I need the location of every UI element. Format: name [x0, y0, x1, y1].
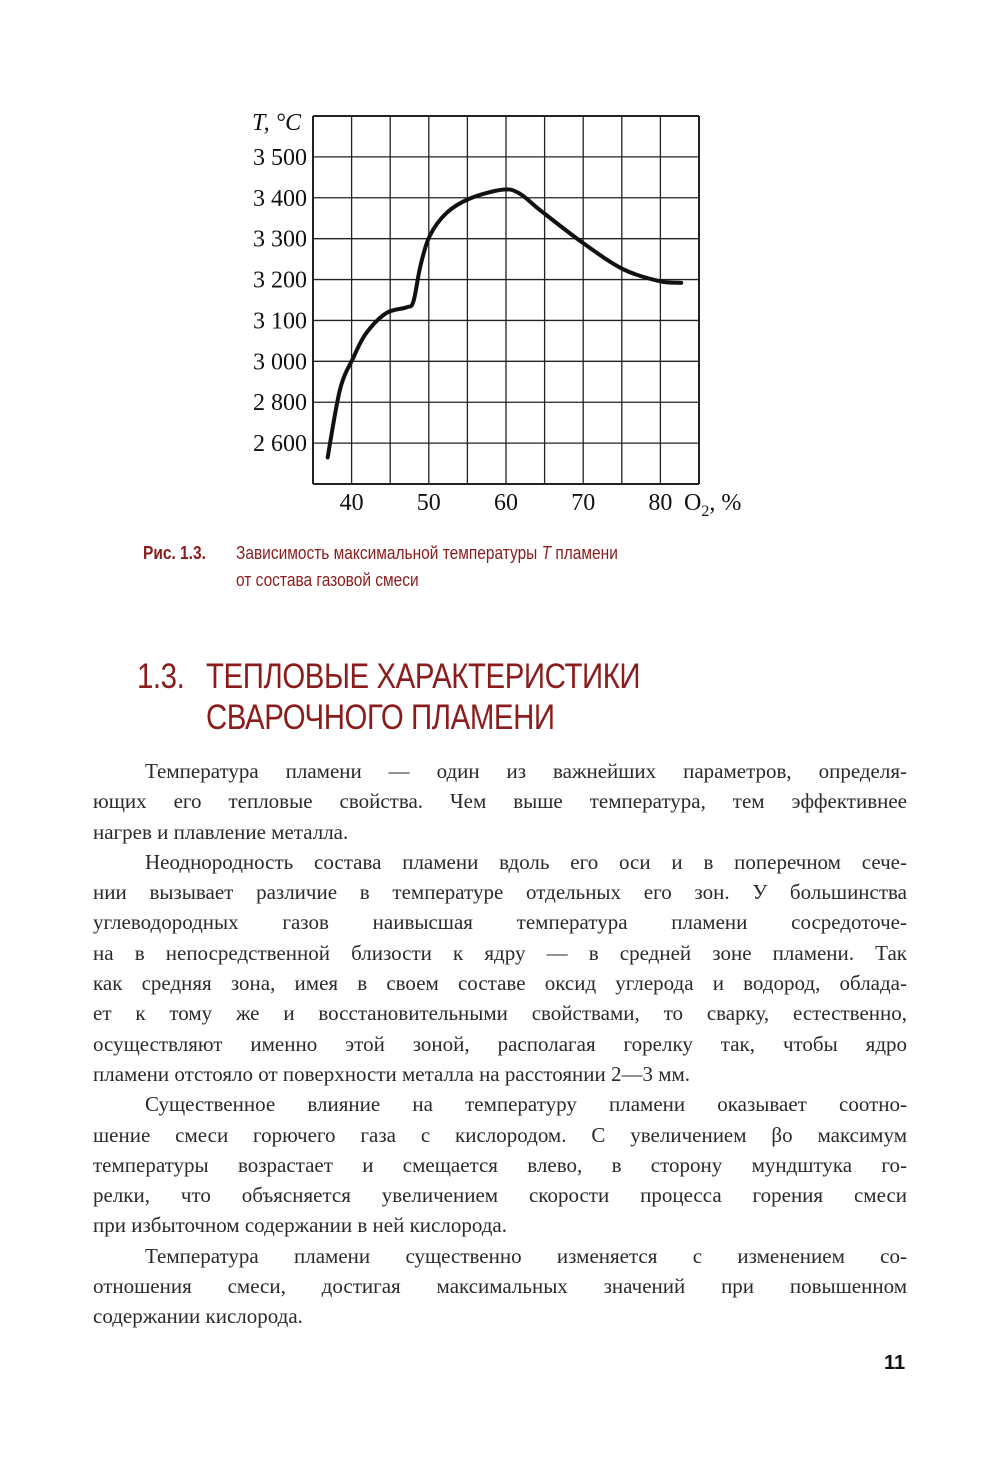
caption-text: пламени	[551, 543, 618, 563]
figure-label: Рис. 1.3.	[143, 543, 206, 563]
y-tick-label: 3 000	[253, 349, 307, 375]
y-tick-label: 3 400	[253, 186, 307, 212]
page-number: 11	[884, 1352, 906, 1374]
body-line: ющих его тепловые свойства. Чем выше тем…	[93, 789, 907, 814]
body-line: ет к тому же и восстановительными свойст…	[93, 1001, 907, 1026]
figure-caption-line-1: Зависимость максимальной температуры T п…	[236, 543, 618, 564]
x-axis-label: O2, %	[684, 490, 741, 520]
body-line: углеводородных газов наивысшая температу…	[93, 910, 907, 935]
section-title-line-1: ТЕПЛОВЫЕ ХАРАКТЕРИСТИКИ	[206, 657, 641, 696]
body-line: Существенное влияние на температуру плам…	[145, 1092, 907, 1117]
y-tick-label: 3 500	[253, 145, 307, 171]
x-tick-label: 70	[571, 490, 595, 516]
x-tick-label: 60	[494, 490, 518, 516]
body-line: пламени отстояло от поверхности металла …	[93, 1061, 691, 1086]
body-line: Неоднородность состава пламени вдоль его…	[145, 849, 907, 874]
section-title-line-2: СВАРОЧНОГО ПЛАМЕНИ	[206, 698, 555, 737]
body-line: на в непосредственной близости к ядру — …	[93, 940, 907, 965]
y-tick-label: 2 800	[253, 390, 307, 416]
body-line: Температура пламени существенно изменяет…	[145, 1243, 907, 1268]
y-tick-label: 3 300	[253, 227, 307, 253]
y-tick-labels: 3 500 3 400 3 300 3 200 3 100 3 000 2 800 2 600	[253, 145, 307, 457]
x-tick-label: 80	[648, 490, 672, 516]
caption-text: Зависимость максимальной температуры	[236, 543, 542, 563]
series-line	[325, 187, 684, 460]
body-line: содержании кислорода.	[93, 1304, 303, 1329]
figure-caption: Рис. 1.3.	[143, 543, 206, 564]
body-line: шение смеси горючего газа с кислородом. …	[93, 1122, 907, 1147]
section-number: 1.3.	[137, 657, 185, 696]
y-axis-label: T, °C	[252, 110, 302, 136]
y-tick-label: 2 600	[253, 431, 307, 457]
x-tick-label: 40	[340, 490, 364, 516]
body-line: нагрев и плавление металла.	[93, 819, 349, 844]
temperature-chart: 3 500 3 400 3 300 3 200 3 100 3 000 2 800 2 600…	[252, 110, 741, 520]
figure-caption-line-2: от состава газовой смеси	[236, 570, 419, 590]
body-line: нии вызывает различие в температуре отде…	[93, 880, 907, 905]
y-tick-label: 3 200	[253, 268, 307, 294]
chart-grid	[312, 115, 700, 485]
body-line: как средняя зона, имея в своем составе о…	[93, 971, 907, 996]
body-line: осуществляют именно этой зоной, располаг…	[93, 1031, 907, 1056]
body-line: при избыточном содержании в ней кислород…	[93, 1213, 507, 1238]
body-line: отношения смеси, достигая максимальных з…	[93, 1274, 907, 1299]
body-text: Температура пламени — один из важнейших …	[93, 756, 907, 1332]
x-tick-labels: 40 50 60 70 80	[340, 490, 673, 516]
x-tick-label: 50	[417, 490, 441, 516]
body-line: температуры возрастает и смещается влево…	[93, 1152, 907, 1177]
body-line: релки, что объясняется увеличением скоро…	[93, 1183, 907, 1208]
y-tick-label: 3 100	[253, 308, 307, 334]
caption-variable: T	[541, 543, 552, 563]
body-line: Температура пламени — один из важнейших …	[145, 759, 907, 783]
